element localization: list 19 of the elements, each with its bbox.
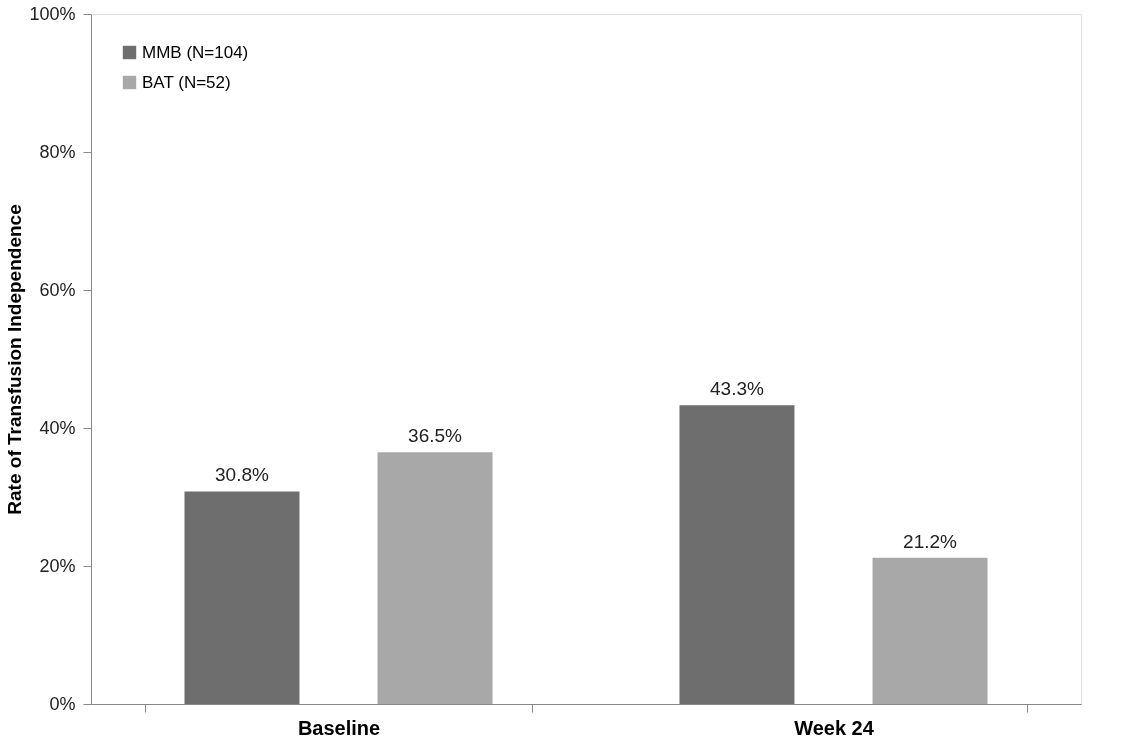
y-tick-label: 100%	[29, 3, 76, 24]
data-label: 30.8%	[215, 464, 270, 486]
y-tick-label: 80%	[39, 141, 76, 162]
bar	[184, 491, 300, 704]
bar	[679, 405, 795, 704]
x-tick-label: Baseline	[297, 716, 381, 739]
y-axis-title: Rate of Transfusion Independence	[4, 204, 26, 515]
legend-label: MMB (N=104)	[142, 42, 249, 62]
y-tick-label: 40%	[39, 417, 76, 438]
data-label: 36.5%	[408, 425, 463, 447]
legend-label: BAT (N=52)	[142, 72, 231, 92]
x-tick-label: Week 24	[794, 716, 875, 739]
y-tick-label: 20%	[39, 555, 76, 576]
bar	[872, 557, 988, 704]
y-tick-label: 0%	[49, 693, 76, 714]
data-label: 43.3%	[710, 378, 765, 400]
data-label: 21.2%	[903, 530, 958, 552]
bar	[377, 452, 493, 704]
y-tick-label: 60%	[39, 279, 76, 300]
